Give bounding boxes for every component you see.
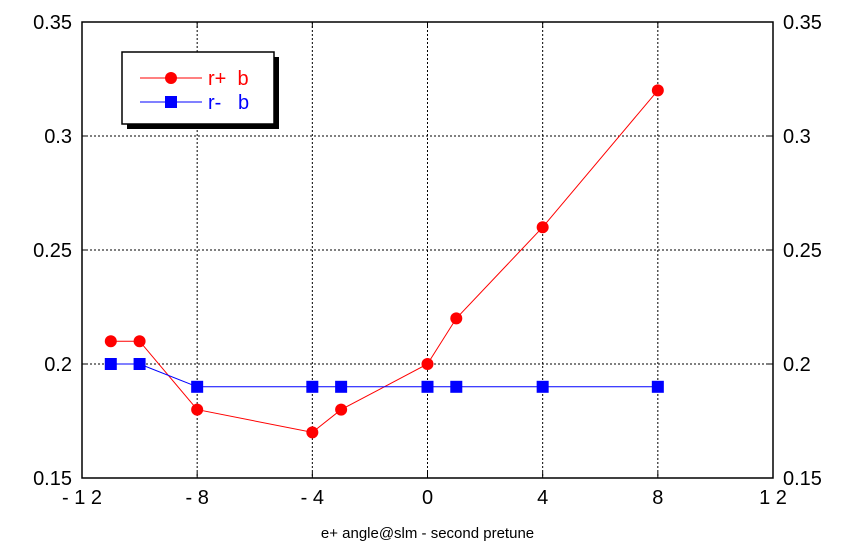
x-tick-label: - 4 bbox=[301, 487, 324, 509]
y-tick-label-right: 0.3 bbox=[783, 126, 811, 148]
y-tick-label-right: 0.25 bbox=[783, 240, 822, 262]
y-tick-label-left: 0.15 bbox=[33, 468, 72, 490]
y-tick-label-right: 0.35 bbox=[783, 12, 822, 34]
data-point bbox=[421, 380, 434, 393]
data-point bbox=[306, 426, 319, 439]
legend-label: r+ b bbox=[208, 68, 249, 90]
x-tick-label: - 8 bbox=[185, 487, 208, 509]
data-point bbox=[104, 335, 117, 348]
data-point bbox=[450, 312, 463, 325]
y-tick-label-left: 0.25 bbox=[33, 240, 72, 262]
data-point bbox=[133, 358, 146, 370]
x-tick-label: - 1 2 bbox=[62, 487, 102, 509]
data-point bbox=[651, 84, 664, 97]
y-tick-label-left: 0.35 bbox=[33, 12, 72, 34]
data-point bbox=[536, 380, 549, 393]
x-axis-title: e+ angle@slm - second pretune bbox=[321, 525, 534, 542]
data-point bbox=[450, 380, 463, 393]
data-point bbox=[191, 403, 204, 416]
y-tick-label-left: 0.3 bbox=[44, 126, 72, 148]
y-tick-label-right: 0.2 bbox=[783, 354, 811, 376]
y-tick-label-left: 0.2 bbox=[44, 354, 72, 376]
legend-marker bbox=[165, 96, 177, 108]
x-tick-label: 1 2 bbox=[759, 487, 787, 509]
legend-marker bbox=[165, 72, 177, 84]
legend-label: r- b bbox=[208, 92, 249, 114]
data-point bbox=[104, 358, 117, 370]
data-point bbox=[191, 380, 204, 393]
series-group bbox=[104, 84, 664, 439]
series-0 bbox=[104, 84, 664, 439]
data-point bbox=[133, 335, 146, 348]
y-tick-label-right: 0.15 bbox=[783, 468, 822, 490]
data-point bbox=[651, 380, 664, 393]
x-tick-label: 8 bbox=[652, 487, 663, 509]
x-tick-label: 0 bbox=[422, 487, 433, 509]
series-1 bbox=[104, 358, 664, 393]
x-tick-label: 4 bbox=[537, 487, 548, 509]
legend: r+ br- b bbox=[121, 51, 279, 129]
data-point bbox=[306, 380, 319, 393]
data-point bbox=[335, 380, 348, 393]
legend-box bbox=[121, 51, 275, 125]
data-point bbox=[335, 403, 348, 416]
data-point bbox=[536, 221, 549, 234]
data-point bbox=[421, 358, 434, 370]
